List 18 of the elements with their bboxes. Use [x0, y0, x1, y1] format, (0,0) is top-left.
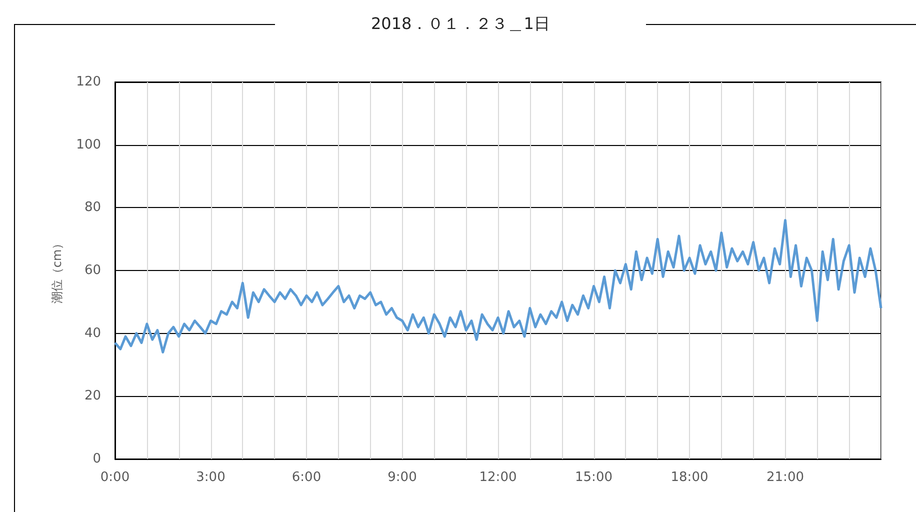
y-axis-title: 潮位（cm）: [50, 237, 64, 304]
x-tick-label: 18:00: [670, 470, 708, 485]
y-tick-label: 60: [84, 263, 101, 278]
chart-title: 2018．０１．２３＿1日: [370, 14, 551, 35]
y-tick-label: 20: [84, 388, 101, 404]
x-tick-label: 15:00: [575, 470, 612, 485]
x-tick-label: 0:00: [100, 470, 130, 485]
y-tick-label: 0: [92, 452, 101, 466]
x-tick-label: 21:00: [766, 470, 804, 485]
y-tick-label: 100: [76, 137, 101, 152]
y-tick-label: 80: [84, 200, 101, 216]
y-tick-label: 120: [76, 74, 101, 90]
y-tick-label: 40: [84, 326, 101, 341]
x-tick-label: 6:00: [292, 470, 322, 485]
line-series: [114, 218, 882, 354]
x-tick-label: 3:00: [196, 470, 226, 485]
x-tick-label: 12:00: [479, 470, 517, 485]
x-tick-label: 9:00: [388, 470, 417, 485]
